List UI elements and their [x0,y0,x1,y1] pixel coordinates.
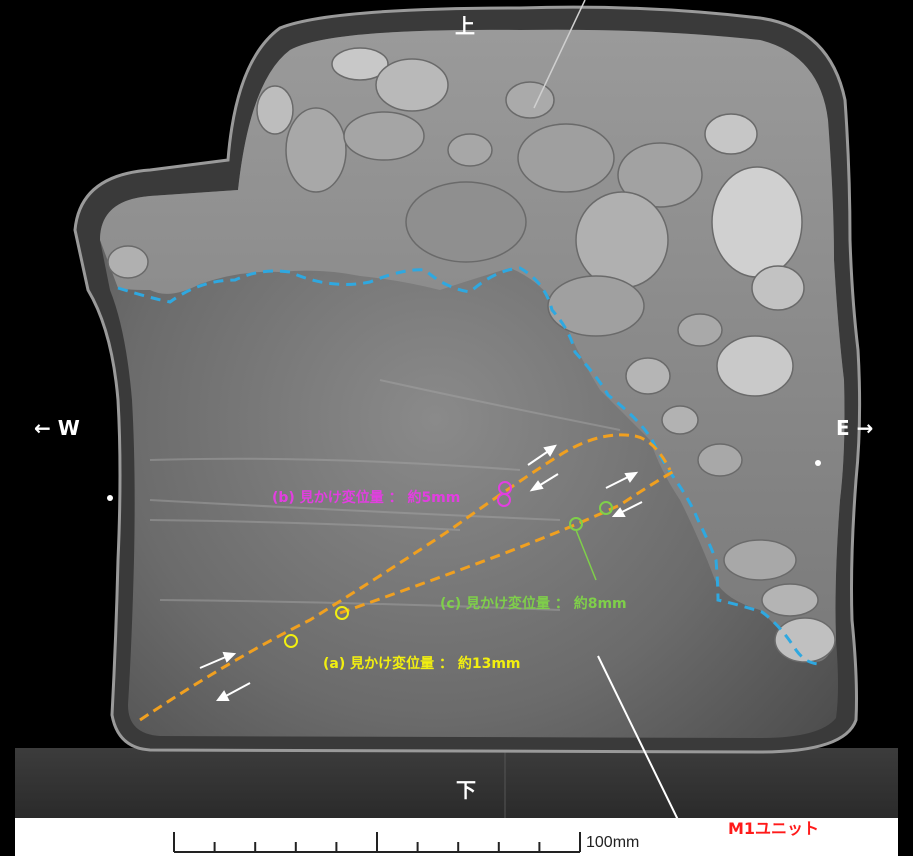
bottom-strip [15,818,898,856]
marker-a-2 [335,606,349,620]
base-block [15,748,898,820]
leader-line-c [575,529,597,581]
leader-line-top [533,0,586,109]
fault-line-lower [339,468,677,615]
unit-label: M1ユニット [728,819,820,838]
scale-bar-label: 100mm [586,834,640,851]
unit-boundary-line [117,266,821,666]
sand-laminae [149,379,621,611]
orientation-bottom-label: 下 [456,778,476,802]
displacement-arrows [199,444,643,701]
pebbles [107,47,836,663]
side-dot-right [815,460,821,466]
orientation-east-label: E → [836,416,874,440]
annotation-a: (a) 見かけ変位量 ： 約13mm [323,656,521,672]
marker-c-2 [599,501,613,515]
orientation-west-label: ← W [34,416,80,440]
marker-b-lower [497,493,511,507]
side-dot-left [107,495,113,501]
annotation-c: (c) 見かけ変位量 ： 約8mm [440,596,627,612]
annotation-b: (b) 見かけ変位量 ： 約5mm [272,490,461,506]
fault-line-upper [139,433,672,722]
marker-a-1 [284,634,298,648]
scale-bar [173,832,581,853]
orientation-top-label: 上 [455,14,475,38]
